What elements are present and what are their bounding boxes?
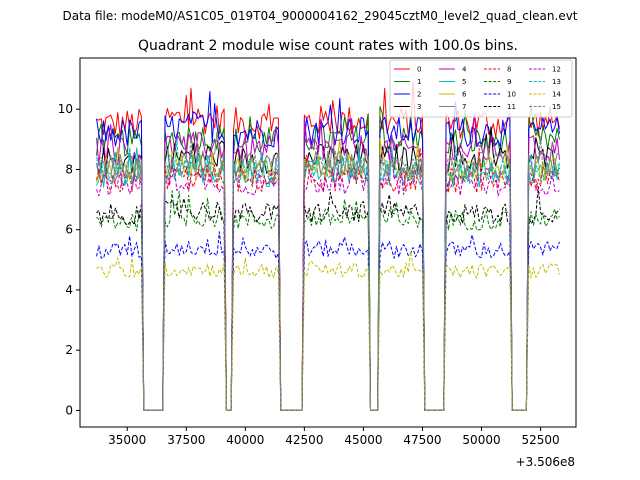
x-tick-label: 37500 [167, 433, 205, 447]
legend-label-9: 9 [507, 78, 511, 86]
y-tick-label: 0 [65, 403, 73, 417]
legend-label-8: 8 [507, 66, 511, 74]
x-axis: 35000 37500 40000 42500 45000 47500 50000 52500 [108, 427, 560, 447]
x-tick-label: 40000 [226, 433, 264, 447]
x-tick-label: 52500 [521, 433, 559, 447]
legend-label-5: 5 [462, 78, 466, 86]
chart-title: Quadrant 2 module wise count rates with … [138, 38, 518, 54]
series-line-15 [96, 135, 560, 411]
legend-label-0: 0 [417, 66, 421, 74]
y-axis: 0 2 4 6 8 10 [58, 102, 80, 417]
legend-label-10: 10 [507, 91, 516, 99]
data-file-caption: Data file: modeM0/AS1C05_019T04_90000041… [62, 9, 577, 23]
series-line-11 [96, 186, 560, 411]
legend-label-11: 11 [507, 103, 516, 111]
legend-label-12: 12 [552, 66, 561, 74]
legend-frame [389, 59, 573, 118]
legend-label-2: 2 [417, 91, 421, 99]
legend-label-1: 1 [417, 78, 421, 86]
y-tick-label: 10 [58, 102, 73, 116]
legend-label-3: 3 [417, 103, 421, 111]
legend-label-13: 13 [552, 78, 561, 86]
series-line-13 [96, 138, 560, 411]
series-line-2 [96, 90, 560, 411]
series-line-12 [96, 153, 560, 411]
series-line-14 [96, 251, 560, 411]
legend-label-7: 7 [462, 103, 466, 111]
x-tick-label: 47500 [403, 433, 441, 447]
series-line-9 [96, 190, 560, 411]
x-tick-label: 45000 [344, 433, 382, 447]
series-line-4 [96, 113, 560, 411]
y-tick-label: 4 [65, 283, 73, 297]
y-tick-label: 2 [65, 343, 73, 357]
series-layer [96, 81, 560, 411]
series-line-5 [96, 146, 560, 411]
plot-frame [79, 57, 577, 428]
legend-label-15: 15 [552, 103, 561, 111]
legend-label-4: 4 [462, 66, 467, 74]
series-line-10 [96, 231, 560, 411]
x-tick-label: 42500 [285, 433, 323, 447]
x-offset-label: +3.506e8 [516, 455, 575, 469]
series-line-6 [96, 137, 560, 411]
series-line-8 [96, 147, 560, 411]
x-tick-label: 35000 [108, 433, 146, 447]
x-tick-label: 50000 [462, 433, 500, 447]
y-tick-label: 6 [65, 223, 73, 237]
legend-label-6: 6 [462, 91, 467, 99]
y-tick-label: 8 [65, 162, 73, 176]
legend-label-14: 14 [552, 91, 561, 99]
series-line-1 [96, 103, 560, 411]
